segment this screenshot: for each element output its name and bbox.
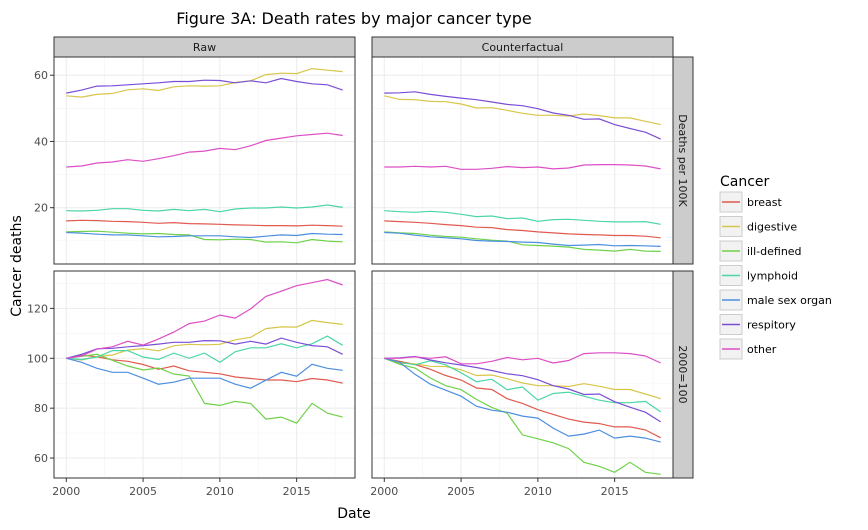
row-strip <box>672 56 694 265</box>
column-strip <box>371 36 674 58</box>
x-tick-label: 2015 <box>601 485 629 498</box>
legend-entry: ill-defined <box>719 240 802 262</box>
panel-background <box>53 270 356 479</box>
x-tick-label: 2010 <box>524 485 552 498</box>
legend-entry: other <box>719 338 777 360</box>
legend-label: male sex organ <box>747 294 832 307</box>
column-strip-label: Raw <box>193 41 216 54</box>
panel-0-0 <box>53 56 356 265</box>
y-tick-label: 40 <box>34 135 48 148</box>
panels-layer <box>53 56 674 479</box>
series-line-other <box>384 352 661 365</box>
series-line-lymphoid <box>384 210 661 225</box>
series-line-breast <box>384 220 661 239</box>
series-line-respitory <box>384 91 661 140</box>
chart-title: Figure 3A: Death rates by major cancer t… <box>176 9 531 28</box>
row-strip <box>672 270 694 479</box>
series-line-digestive <box>384 95 661 126</box>
x-ticks-layer: 2000 2005 2010 2015 2000 2005 2010 2015 <box>52 478 629 498</box>
legend-entry: digestive <box>719 216 797 237</box>
legend-label: ill-defined <box>747 245 802 258</box>
y-axis-title: Cancer deaths <box>9 215 25 316</box>
x-tick-label: 2000 <box>52 485 80 498</box>
x-axis-title: Date <box>337 506 370 522</box>
legend-entry: male sex organ <box>719 289 832 311</box>
y-ticks-layer: 20 40 60 60 80 100 120 <box>27 69 54 465</box>
x-tick-label: 2005 <box>447 485 475 498</box>
panel-0-1 <box>371 56 674 265</box>
series-line-other <box>384 164 661 170</box>
y-tick-label: 80 <box>34 402 48 415</box>
panel-border <box>53 270 356 479</box>
series-line-other <box>66 278 343 359</box>
series-line-ill-defined <box>384 357 661 475</box>
series-group-1-1 <box>384 352 662 475</box>
legend-label: other <box>747 343 777 356</box>
series-line-lymphoid <box>384 357 662 413</box>
y-tick-label: 60 <box>34 69 48 82</box>
series-line-lymphoid <box>66 335 344 364</box>
series-line-ill-defined <box>384 231 661 252</box>
x-tick-label: 2015 <box>283 485 311 498</box>
series-line-ill-defined <box>66 353 343 424</box>
panel-background <box>371 270 674 479</box>
legend-label: respitory <box>747 319 796 332</box>
series-line-digestive <box>66 67 343 98</box>
panel-1-1 <box>371 270 674 479</box>
series-line-digestive <box>66 319 343 361</box>
series-line-respitory <box>66 77 343 94</box>
row-strip-label: Deaths per 100K <box>676 114 689 207</box>
column-strip-label: Counterfactual <box>482 41 564 54</box>
legend-entry: breast <box>719 191 783 213</box>
strips-layer: Raw Counterfactual Deaths per 100K 2000=100 <box>53 36 694 479</box>
legend-entry: respitory <box>719 314 796 335</box>
legend-title: Cancer <box>720 174 770 190</box>
x-tick-label: 2000 <box>370 485 398 498</box>
series-group-0-0 <box>66 67 343 244</box>
series-line-male-sex-organ <box>66 357 343 389</box>
legend-label: lymphoid <box>747 270 798 283</box>
series-line-male-sex-organ <box>384 357 661 443</box>
y-tick-label: 20 <box>34 202 48 215</box>
series-group-1-0 <box>66 278 344 424</box>
panel-background <box>371 56 674 265</box>
series-line-male-sex-organ <box>66 231 343 239</box>
x-tick-label: 2010 <box>206 485 234 498</box>
legend: Cancer breast digestive ill-defined lymphoi… <box>719 174 832 360</box>
series-group-0-1 <box>384 91 661 252</box>
series-line-breast <box>384 357 661 439</box>
row-strip-label: 2000=100 <box>676 345 689 403</box>
series-line-digestive <box>384 357 661 400</box>
series-line-other <box>66 132 343 168</box>
legend-label: breast <box>747 196 783 209</box>
y-tick-label: 60 <box>34 452 48 465</box>
y-tick-label: 120 <box>27 302 48 315</box>
panel-background <box>53 56 356 265</box>
legend-entry: lymphoid <box>719 265 798 286</box>
panel-1-0 <box>53 270 356 479</box>
column-strip <box>53 36 356 58</box>
series-line-male-sex-organ <box>384 231 661 247</box>
series-line-breast <box>66 219 343 227</box>
series-line-ill-defined <box>66 230 343 244</box>
series-line-lymphoid <box>66 204 343 213</box>
legend-label: digestive <box>747 221 797 234</box>
y-tick-label: 100 <box>27 352 48 365</box>
series-line-respitory <box>384 355 662 423</box>
series-line-respitory <box>66 337 343 359</box>
x-tick-label: 2005 <box>129 485 157 498</box>
